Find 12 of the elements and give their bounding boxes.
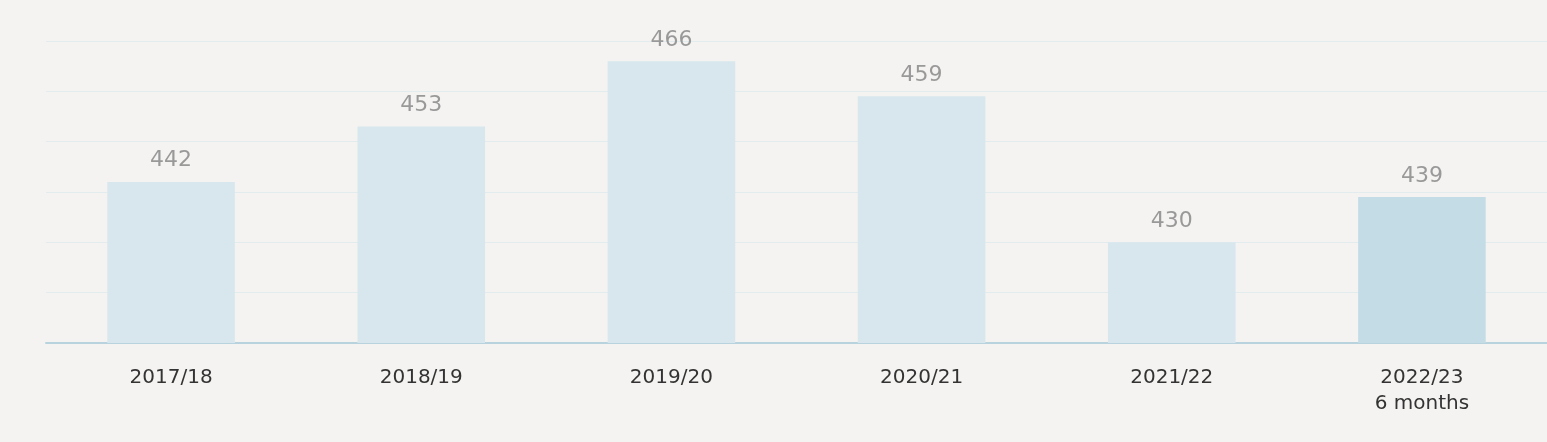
data-label: 439: [1400, 161, 1443, 187]
data-label: 430: [1150, 206, 1193, 232]
x-tick-label: 2017/18: [129, 364, 213, 388]
x-tick-label: 2020/21: [880, 364, 964, 388]
x-tick-label: 2018/19: [379, 364, 463, 388]
data-label: 453: [400, 91, 443, 117]
data-label: 459: [900, 60, 943, 86]
x-tick-label: 2021/22: [1130, 364, 1214, 388]
x-tick-label: 2019/20: [629, 364, 713, 388]
data-label: 466: [650, 25, 693, 51]
x-tick-label: 2022/23 6 months: [1374, 364, 1470, 414]
data-label: 442: [150, 146, 193, 172]
